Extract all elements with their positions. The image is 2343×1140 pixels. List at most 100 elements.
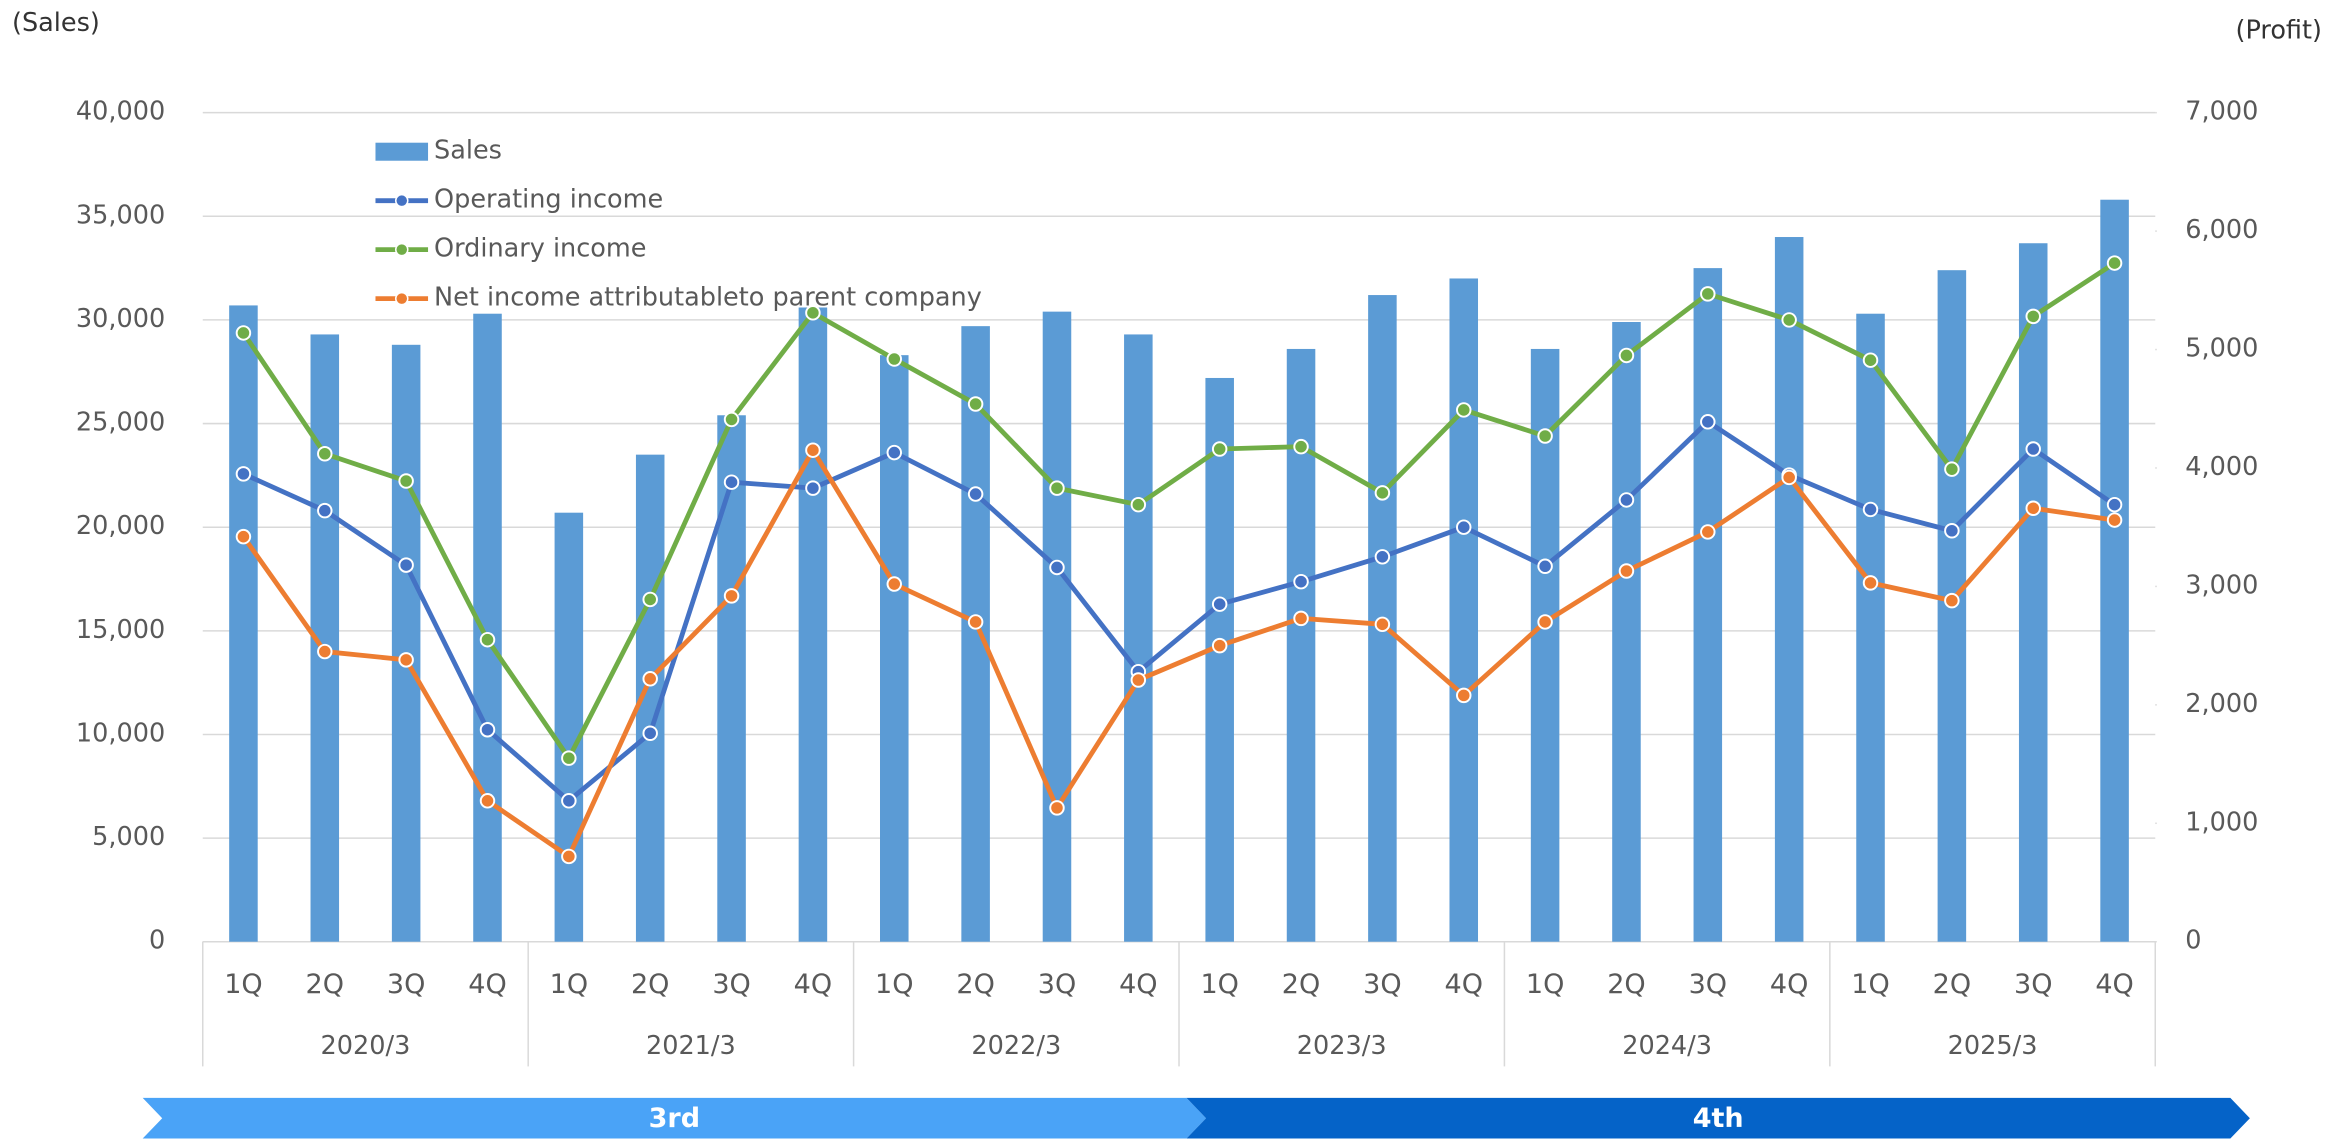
- x-tick-label: 2Q: [1282, 969, 1320, 1000]
- marker: [235, 528, 252, 545]
- marker: [1293, 610, 1309, 627]
- group-label: 2025/3: [1948, 1031, 2038, 1061]
- bar: [2100, 199, 2129, 942]
- marker: [967, 486, 984, 502]
- y2-tick-label: 7,000: [2185, 97, 2258, 127]
- group-label: 2023/3: [1297, 1031, 1387, 1061]
- line: [241, 447, 2115, 859]
- marker: [1456, 687, 1472, 704]
- marker: [317, 446, 333, 462]
- phase-label: 3rd: [649, 1103, 700, 1134]
- x-tick-label: 4Q: [1445, 969, 1483, 1000]
- bar: [880, 355, 909, 942]
- x-tick-label: 3Q: [1038, 969, 1076, 1000]
- marker: [2106, 512, 2123, 528]
- phase-label: 4th: [1693, 1103, 1744, 1134]
- x-tick-label: 4Q: [2095, 969, 2133, 1000]
- marker: [1618, 347, 1635, 364]
- bar: [229, 305, 258, 942]
- x-tick-label: 1Q: [550, 969, 588, 1000]
- bar: [1124, 334, 1153, 942]
- x-tick-label: 2Q: [1607, 969, 1645, 1000]
- bar: [1612, 322, 1641, 942]
- marker: [1130, 496, 1147, 513]
- marker: [1537, 428, 1553, 444]
- marker: [1781, 469, 1797, 486]
- x-tick-label: 3Q: [712, 969, 750, 1000]
- marker: [967, 614, 984, 630]
- marker: [398, 473, 414, 489]
- legend-marker: [395, 291, 409, 306]
- y2-tick-label: 6,000: [2185, 215, 2258, 245]
- group-label: 2020/3: [321, 1031, 411, 1061]
- legend-label: Net income attributableto parent company: [434, 283, 982, 313]
- bar: [473, 313, 502, 942]
- marker: [1537, 558, 1553, 575]
- marker: [1862, 501, 1879, 518]
- x-tick-label: 2Q: [631, 969, 669, 1000]
- marker: [561, 793, 577, 809]
- y2-tick-label: 1,000: [2185, 807, 2258, 837]
- marker: [1862, 352, 1879, 368]
- marker: [317, 643, 333, 660]
- marker: [886, 444, 903, 461]
- group-label: 2024/3: [1622, 1031, 1712, 1061]
- marker: [1781, 312, 1797, 328]
- marker: [1618, 563, 1635, 579]
- marker: [1211, 637, 1228, 654]
- marker: [1537, 614, 1553, 630]
- y2-tick-label: 3,000: [2185, 570, 2258, 600]
- legend-marker: [395, 242, 409, 257]
- y-tick-label: 20,000: [76, 511, 165, 541]
- marker: [967, 396, 984, 412]
- bar: [1286, 348, 1316, 942]
- bar: [1693, 268, 1723, 942]
- marker: [1049, 559, 1065, 576]
- y-tick-label: 0: [149, 926, 165, 956]
- legend-label: Operating income: [434, 185, 663, 215]
- y2-tick-label: 0: [2185, 926, 2201, 956]
- y-tick-label: 10,000: [76, 718, 165, 748]
- marker: [1862, 575, 1879, 591]
- marker: [642, 591, 658, 608]
- marker: [1211, 596, 1228, 612]
- x-tick-label: 3Q: [1689, 969, 1727, 1000]
- marker: [886, 351, 903, 367]
- x-tick-label: 2Q: [306, 969, 344, 1000]
- marker: [561, 750, 577, 766]
- y-tick-label: 35,000: [76, 200, 165, 230]
- marker: [398, 652, 414, 668]
- line: [241, 261, 2116, 761]
- line: [242, 419, 2116, 804]
- marker: [723, 588, 740, 604]
- marker: [2025, 500, 2041, 516]
- marker: [1700, 414, 1716, 430]
- group-label: 2021/3: [646, 1031, 736, 1061]
- marker: [1049, 480, 1065, 496]
- marker: [805, 442, 821, 458]
- x-tick-label: 1Q: [1200, 969, 1238, 1000]
- marker: [1456, 519, 1472, 535]
- marker: [2025, 308, 2041, 325]
- marker: [723, 474, 740, 490]
- marker: [1944, 461, 1960, 477]
- bar: [961, 326, 990, 942]
- bar: [798, 307, 828, 942]
- marker: [1374, 485, 1391, 501]
- bar: [1042, 311, 1072, 942]
- marker: [886, 576, 903, 592]
- marker: [561, 848, 577, 865]
- marker: [1049, 800, 1065, 816]
- marker: [1130, 672, 1147, 688]
- marker: [235, 466, 252, 482]
- group-label: 2022/3: [971, 1031, 1061, 1061]
- bar: [554, 512, 584, 942]
- marker: [1293, 438, 1309, 455]
- marker: [642, 725, 658, 742]
- x-tick-label: 1Q: [1526, 969, 1564, 1000]
- bar: [1449, 278, 1479, 942]
- marker: [1618, 492, 1635, 508]
- x-tick-label: 1Q: [1851, 969, 1889, 1000]
- marker: [1944, 523, 1960, 539]
